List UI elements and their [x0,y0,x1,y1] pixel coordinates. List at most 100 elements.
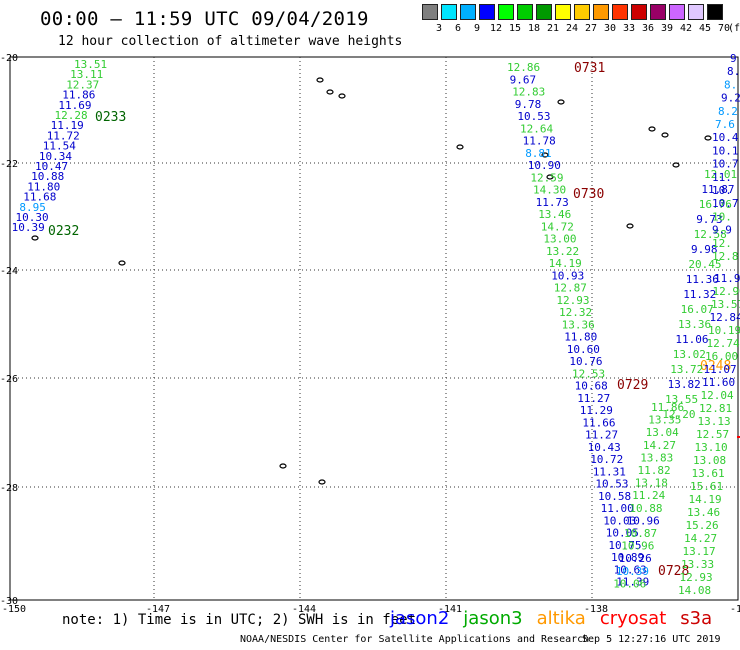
track-value: 14.27 [643,439,676,452]
colorbar-swatch [593,4,609,20]
track-value: 12.93 [680,571,713,584]
track-value: 13.55 [665,393,698,406]
island-outline [118,260,126,266]
track-value: 13.04 [646,426,679,439]
track-value: 14.19 [549,257,582,270]
track-value: 12.74 [707,337,740,350]
track-value: 14.08 [678,584,711,597]
track-value: 11.27 [585,429,618,442]
track-value: 10. [712,184,732,197]
track-value: 10.88 [31,170,64,183]
track-value: 11. [712,171,732,184]
track-label-0232: 0232 [48,224,79,239]
track-value: 9.98 [691,243,718,256]
island-outline [316,77,324,83]
colorbar-tick-label: 18 [527,23,541,34]
track-value: 10.30 [16,211,49,224]
track-value: 10.90 [528,159,561,172]
track-value: 7.6 [715,118,735,131]
lon-tick-label: -138 [584,604,608,615]
credit-line: NOAA/NESDIS Center for Satellite Applica… [240,634,590,645]
colorbar-swatch [536,4,552,20]
colorbar-swatch [517,4,533,20]
track-value: 12.04 [701,389,734,402]
colorbar-tick-label: 6 [454,23,462,34]
track-value: 10.89 [611,551,644,564]
track-value: 10.75 [608,539,641,552]
lon-tick-label: -147 [146,604,170,615]
track-value: 11.32 [683,288,716,301]
colorbar-tick-label: 9 [473,23,481,34]
track-value: 14.30 [533,184,566,197]
track-value: 12.53 [572,367,605,380]
track-value: 12.8 [712,250,739,263]
track-value: 11.29 [580,404,613,417]
track-value: 13.13 [698,415,731,428]
colorbar-swatch [460,4,476,20]
lat-tick-label: -24 [0,266,18,277]
track-value: 10.53 [595,478,628,491]
track-value: 11.60 [702,376,735,389]
track-value: 14.72 [541,220,574,233]
lon-tick-label: -13 [730,604,740,615]
track-value: 16.76 [699,198,732,211]
track-value: 12.32 [559,306,592,319]
track-value: 10.60 [567,343,600,356]
lat-tick-label: -28 [0,483,18,494]
track-value: 11.72 [47,129,80,142]
track-value: 13.83 [640,451,673,464]
track-value: 13.00 [543,233,576,246]
track-value: 13.35 [648,414,681,427]
lat-tick-label: -22 [0,159,18,170]
colorbar-swatch [612,4,628,20]
island-outline [648,126,656,132]
track-value: 10.43 [588,441,621,454]
track-value: 10.68 [575,380,608,393]
island-outline [557,99,565,105]
track-label-0729: 0729 [617,378,648,393]
track-value: 14.27 [684,532,717,545]
island-outline [626,223,634,229]
track-value: 13.36 [562,318,595,331]
track-value: 11.06 [675,333,708,346]
track-value: 9.9 [712,224,732,237]
map-frame [9,56,739,601]
track-value: 11.24 [632,489,665,502]
track-value: 13.17 [683,545,716,558]
track-value: 8.81 [525,147,552,160]
track-value: 13.72 [670,363,703,376]
track-value: 8. [724,78,737,91]
generation-timestamp: Sep 5 12:27:16 UTC 2019 [582,634,721,645]
colorbar-tick-label: 21 [546,23,560,34]
colorbar-swatch [650,4,666,20]
island-outline [318,479,326,485]
track-value: 11.07 [704,363,737,376]
colorbar-tick-label: 45 [698,23,712,34]
track-value: 14.19 [689,493,722,506]
track-value: 12.90 [713,285,740,298]
colorbar-tick-label: 15 [508,23,522,34]
colorbar-tick-label: 27 [584,23,598,34]
island-outline [279,463,287,469]
track-value: 13.51 [74,58,107,71]
track-value: 13.82 [668,378,701,391]
lon-tick-label: -144 [292,604,316,615]
track-value: 11.27 [577,392,610,405]
track-value: 13.57 [711,298,740,311]
track-value: 9.2 [721,92,740,105]
track-value: 11.86 [62,89,95,102]
track-value: 11.36 [686,273,719,286]
island-outline [456,144,464,150]
track-label-0731: 0731 [574,61,605,76]
island-outline [704,135,712,141]
track-value: 11.86 [651,401,684,414]
track-value: 12.83 [512,86,545,99]
track-value: 8. [727,65,740,78]
colorbar-swatch [441,4,457,20]
colorbar-tick-label: 36 [641,23,655,34]
lat-tick-label: -26 [0,374,18,385]
island-outline [338,93,346,99]
track-value: 10.53 [517,110,550,123]
track-value: 11.68 [23,191,56,204]
